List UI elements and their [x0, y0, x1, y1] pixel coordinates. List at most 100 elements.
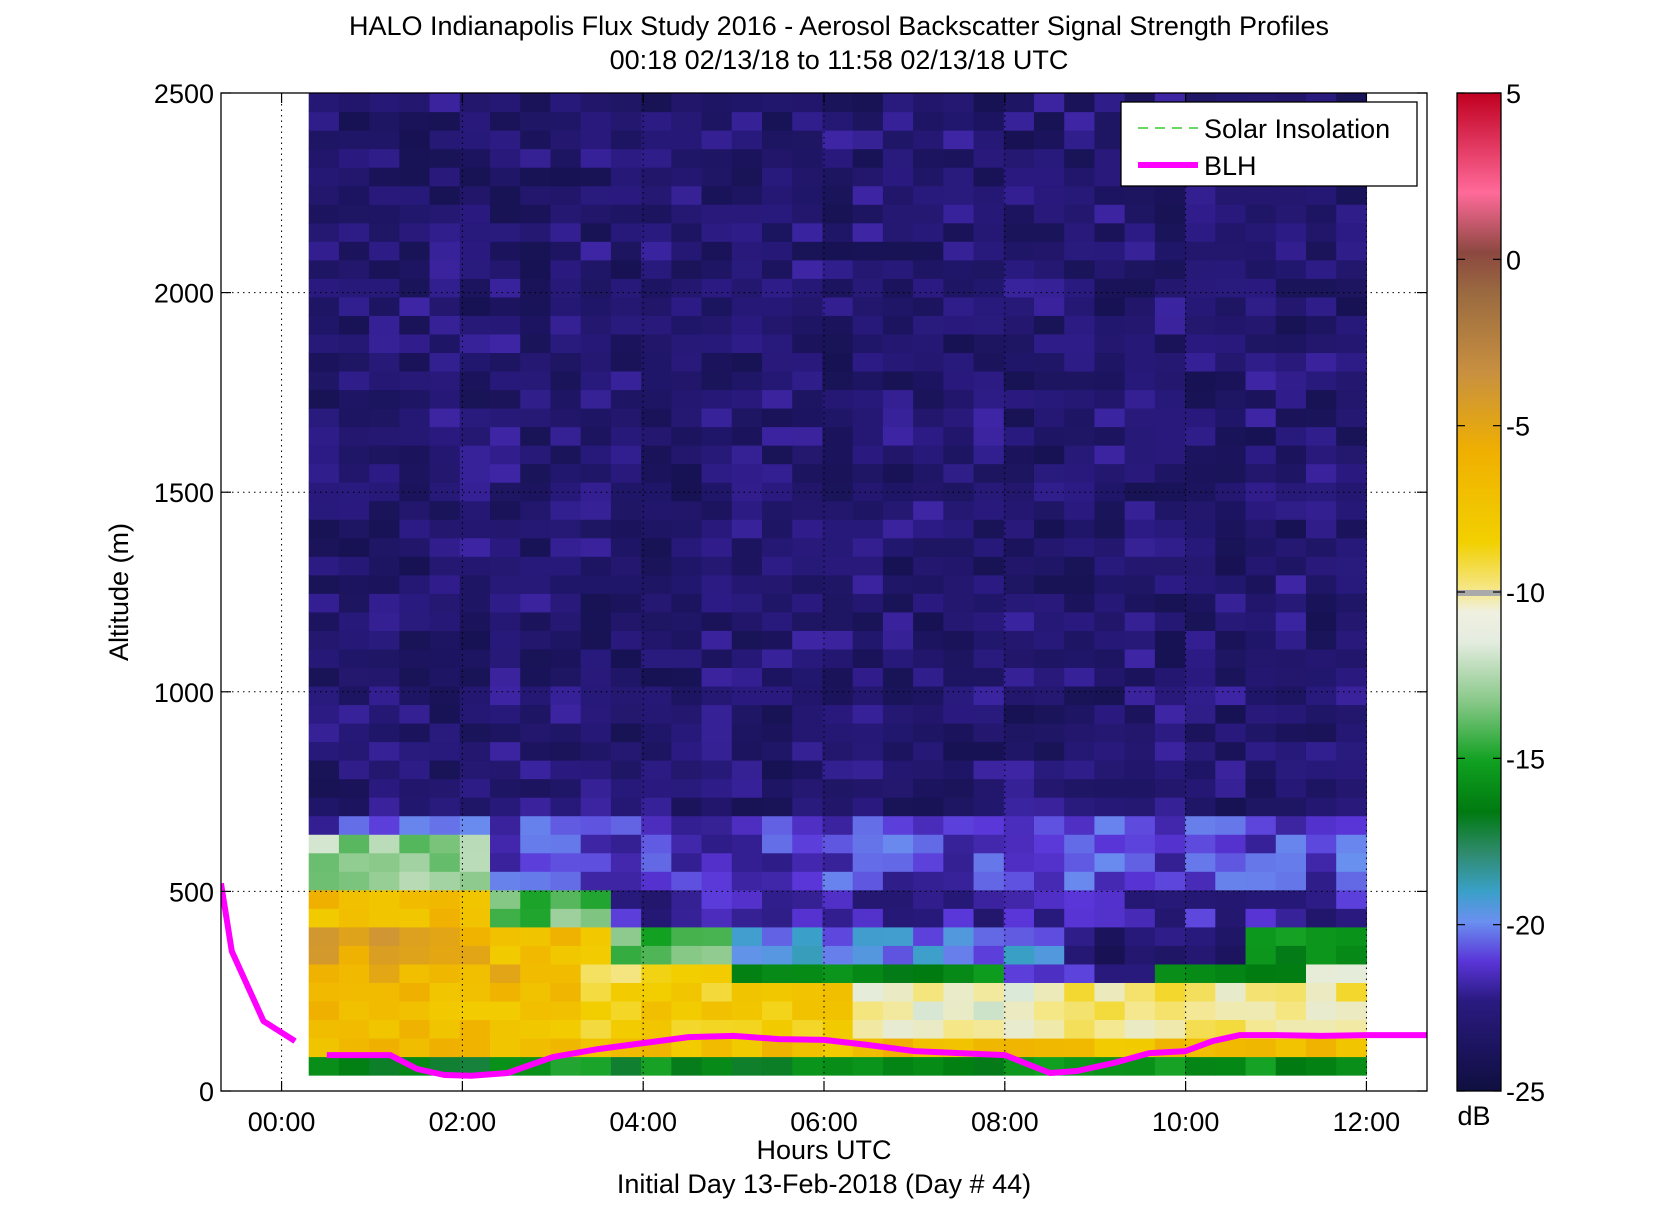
heatmap-cell	[973, 333, 1005, 354]
heatmap-cell	[852, 111, 884, 131]
heatmap-cell	[1003, 537, 1035, 557]
heatmap-cell	[580, 241, 612, 261]
heatmap-cell	[308, 815, 340, 835]
heatmap-cell	[731, 389, 763, 409]
heatmap-cell	[792, 167, 824, 187]
heatmap-cell	[580, 834, 612, 854]
heatmap-cell	[1275, 445, 1307, 465]
heatmap-cell	[610, 185, 642, 205]
heatmap-cell	[671, 278, 703, 298]
heatmap-cell	[610, 926, 642, 946]
heatmap-cell	[822, 667, 854, 687]
heatmap-cell	[792, 556, 824, 576]
heatmap-cell	[913, 556, 944, 576]
heatmap-cell	[1245, 204, 1277, 224]
heatmap-cell	[520, 352, 552, 372]
heatmap-cell	[610, 611, 642, 631]
heatmap-cell	[701, 982, 733, 1002]
heatmap-cell	[1094, 537, 1126, 557]
heatmap-cell	[731, 370, 763, 391]
heatmap-cell	[701, 537, 733, 557]
heatmap-cell	[1215, 482, 1247, 502]
heatmap-cell	[459, 111, 491, 131]
heatmap-cell	[671, 482, 703, 502]
heatmap-cell	[610, 1019, 642, 1039]
heatmap-cell	[792, 333, 824, 354]
heatmap-cell	[369, 1056, 400, 1076]
heatmap-cell	[1215, 352, 1247, 372]
heatmap-cell	[429, 611, 461, 631]
heatmap-cell	[429, 167, 461, 187]
heatmap-cell	[731, 982, 763, 1002]
heatmap-cell	[762, 296, 793, 316]
heatmap-cell	[792, 315, 824, 335]
heatmap-cell	[762, 537, 793, 557]
heatmap-cell	[1003, 556, 1035, 576]
heatmap-cell	[308, 685, 340, 706]
heatmap-cell	[1245, 259, 1277, 279]
heatmap-cell	[671, 778, 703, 798]
heatmap-cell	[1215, 722, 1247, 743]
heatmap-cell	[882, 278, 914, 298]
heatmap-cell	[369, 167, 400, 187]
heatmap-cell	[338, 871, 370, 891]
heatmap-cell	[369, 982, 400, 1002]
heatmap-cell	[490, 722, 521, 743]
heatmap-cell	[580, 982, 612, 1002]
heatmap-cell	[1305, 259, 1337, 279]
heatmap-cell	[701, 834, 733, 854]
heatmap-cell	[943, 852, 975, 872]
heatmap-cell	[1305, 926, 1337, 946]
heatmap-cell	[1003, 519, 1035, 539]
heatmap-cell	[369, 537, 400, 557]
heatmap-cell	[580, 93, 612, 113]
colorbar-marker	[1457, 590, 1501, 596]
heatmap-cell	[429, 148, 461, 168]
heatmap-cell	[1154, 1056, 1186, 1076]
heatmap-cell	[1064, 167, 1096, 187]
heatmap-cell	[610, 370, 642, 391]
heatmap-cell	[1124, 333, 1156, 354]
heatmap-cell	[822, 333, 854, 354]
heatmap-cell	[701, 370, 733, 391]
heatmap-cell	[882, 685, 914, 706]
heatmap-cell	[1305, 611, 1337, 631]
heatmap-cell	[338, 445, 370, 465]
heatmap-cell	[1305, 760, 1337, 780]
heatmap-cell	[490, 185, 521, 205]
heatmap-cell	[792, 185, 824, 205]
heatmap-cell	[399, 704, 431, 724]
heatmap-cell	[671, 111, 703, 131]
heatmap-cell	[882, 296, 914, 316]
plot-area: 00:00 02:00 04:00 06:00 08:00 10:00 12:00 0500…	[154, 79, 1428, 1137]
heatmap-cell	[913, 741, 944, 761]
heatmap-cell	[852, 556, 884, 576]
heatmap-cell	[641, 130, 672, 150]
heatmap-cell	[1124, 760, 1156, 780]
heatmap-cell	[882, 445, 914, 465]
heatmap-cell	[1336, 908, 1368, 928]
heatmap-cell	[1275, 834, 1307, 854]
heatmap-cell	[520, 241, 552, 261]
heatmap-cell	[1275, 722, 1307, 743]
heatmap-cell	[973, 889, 1005, 909]
heatmap-cell	[943, 741, 975, 761]
heatmap-cell	[308, 130, 340, 150]
heatmap-cell	[913, 315, 944, 335]
heatmap-cell	[822, 1056, 854, 1076]
heatmap-cell	[1033, 241, 1065, 261]
heatmap-cell	[641, 908, 672, 928]
heatmap-cell	[1064, 1000, 1096, 1021]
heatmap-cell	[429, 333, 461, 354]
heatmap-cell	[1185, 778, 1216, 798]
heatmap-cell	[550, 815, 582, 835]
heatmap-cell	[1033, 222, 1065, 242]
heatmap-cell	[1275, 278, 1307, 298]
heatmap-cell	[822, 1019, 854, 1039]
heatmap-cell	[1305, 556, 1337, 576]
heatmap-cell	[943, 204, 975, 224]
heatmap-cell	[1185, 926, 1216, 946]
heatmap-cell	[308, 556, 340, 576]
heatmap-cell	[580, 945, 612, 965]
heatmap-cell	[731, 148, 763, 168]
